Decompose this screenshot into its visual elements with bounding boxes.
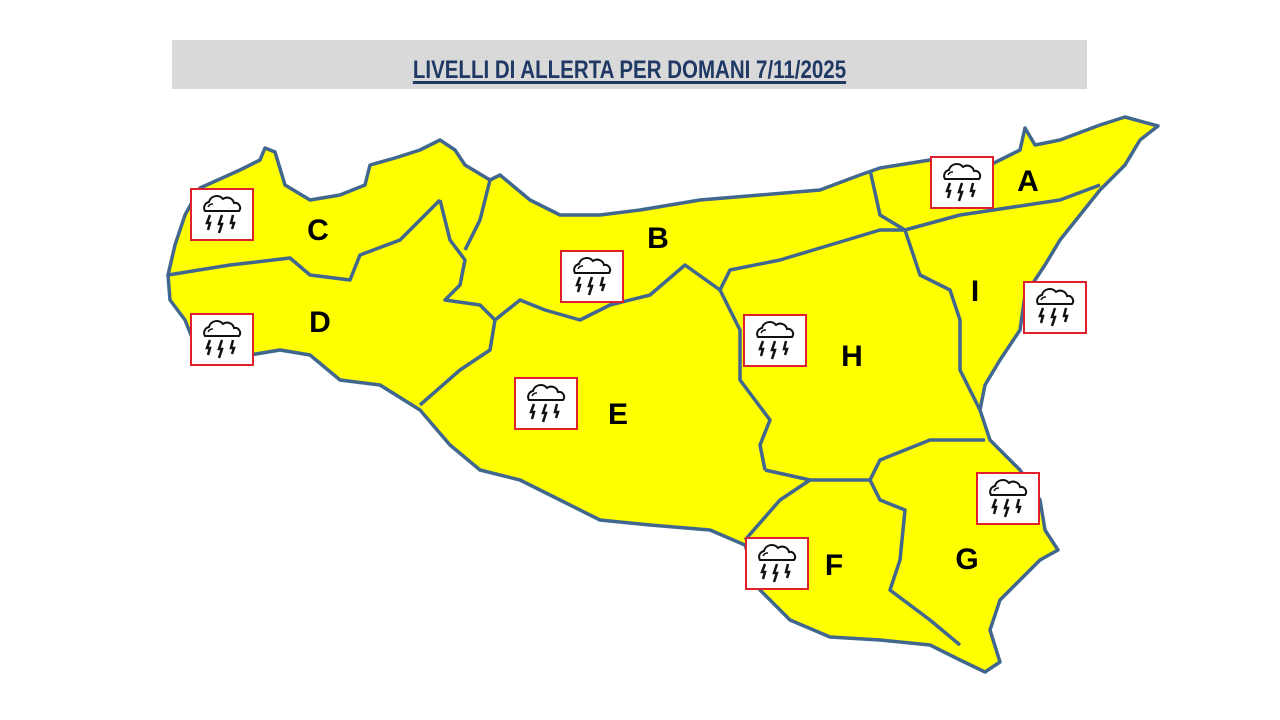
border-c-b (463, 179, 492, 251)
border-h-fg (764, 438, 985, 482)
thunderstorm-icon (190, 313, 254, 366)
border-d-e (418, 319, 497, 407)
zone-label-i: I (971, 275, 979, 308)
map-title: LIVELLI DI ALLERTA PER DOMANI 7/11/2025 (412, 56, 847, 84)
border-e-h (718, 289, 772, 471)
zone-label-g: G (955, 543, 978, 576)
thunderstorm-icon (743, 314, 807, 367)
border-c-d (167, 198, 442, 282)
border-a-i (904, 183, 1101, 232)
border-b-h (718, 228, 905, 291)
thunderstorm-icon (514, 377, 578, 430)
border-b-a (868, 169, 906, 232)
border-b-e (493, 263, 722, 322)
zone-label-c: C (307, 214, 329, 247)
zone-label-f: F (825, 549, 843, 582)
border-d-b (438, 199, 497, 322)
zone-label-b: B (647, 222, 669, 255)
zone-label-a: A (1017, 165, 1039, 198)
border-h-i (903, 229, 982, 411)
zone-label-h: H (841, 340, 863, 373)
zone-label-d: D (309, 306, 331, 339)
border-f-g (868, 479, 962, 647)
zone-label-e: E (608, 398, 628, 431)
border-e-f (743, 478, 811, 542)
sicily-landmass (166, 115, 1160, 674)
zone-borders (167, 169, 1101, 647)
thunderstorm-icon (560, 250, 624, 303)
thunderstorm-icon (976, 472, 1040, 525)
thunderstorm-icon (190, 188, 254, 241)
thunderstorm-icon (930, 156, 994, 209)
title-bar: LIVELLI DI ALLERTA PER DOMANI 7/11/2025 (172, 40, 1087, 89)
thunderstorm-icon (1023, 281, 1087, 334)
thunderstorm-icon (745, 537, 809, 590)
